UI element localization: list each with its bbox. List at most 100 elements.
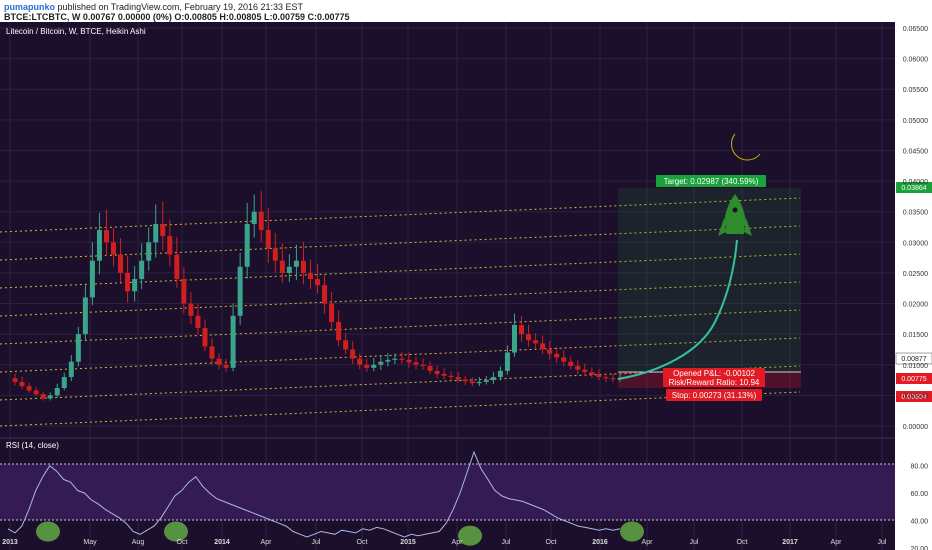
candle-body bbox=[293, 260, 299, 267]
channel-line bbox=[0, 225, 801, 261]
price-tag-last-text: 0.00775 bbox=[901, 376, 926, 383]
candle-body bbox=[19, 381, 25, 387]
rr-label-text: Risk/Reward Ratio: 10.94 bbox=[669, 378, 760, 387]
candle-body bbox=[561, 357, 567, 362]
candle-body bbox=[610, 378, 616, 380]
candle-body bbox=[413, 362, 419, 365]
candle-body bbox=[420, 364, 426, 366]
candle-body bbox=[230, 315, 236, 368]
candle-body bbox=[75, 334, 81, 362]
candle-body bbox=[533, 340, 539, 344]
candle-body bbox=[68, 361, 74, 378]
rsi-highlight-circle bbox=[458, 525, 482, 546]
candle-body bbox=[392, 358, 398, 360]
candle-body bbox=[603, 377, 609, 379]
candle-body bbox=[497, 370, 503, 378]
channel-line bbox=[0, 197, 801, 233]
price-axis bbox=[895, 22, 932, 550]
rocket-icon bbox=[718, 194, 752, 236]
rsi-band bbox=[0, 464, 895, 520]
y-tick-label: 0.02500 bbox=[903, 271, 928, 278]
y-tick-label: 0.00500 bbox=[903, 393, 928, 400]
candle-body bbox=[89, 260, 95, 298]
x-tick-label: 2014 bbox=[214, 539, 230, 546]
x-tick-label: 2017 bbox=[782, 539, 798, 546]
candle-body bbox=[195, 315, 201, 329]
y-tick-label: 0.05500 bbox=[903, 87, 928, 94]
candle-body bbox=[568, 361, 574, 366]
candle-body bbox=[371, 364, 377, 368]
stop-label: Stop: 0.00273 (31.13%) bbox=[666, 389, 762, 401]
candle-body bbox=[33, 390, 39, 395]
candle-body bbox=[300, 260, 306, 273]
y-tick-label: 0.03500 bbox=[903, 210, 928, 217]
x-tick-label: May bbox=[83, 539, 97, 546]
candle-body bbox=[462, 379, 468, 382]
candle-body bbox=[132, 279, 138, 292]
target-zone[interactable] bbox=[618, 188, 801, 372]
candle-body bbox=[455, 377, 461, 380]
y-tick-label: 0.03000 bbox=[903, 240, 928, 247]
candle-body bbox=[153, 223, 159, 243]
price-tag-entry: 0.00877 bbox=[895, 352, 932, 365]
candle-body bbox=[504, 352, 510, 371]
candle-body bbox=[547, 349, 553, 354]
candle-body bbox=[103, 230, 109, 243]
pnl-label-text: Opened P&L: -0.00102 bbox=[673, 369, 755, 378]
y-tick-label: 0.04500 bbox=[903, 148, 928, 155]
candle-body bbox=[307, 272, 313, 280]
price-chart[interactable]: Target: 0.02987 (340.59%) Opened P&L: -0… bbox=[0, 22, 932, 550]
candle-body bbox=[174, 254, 180, 280]
candle-body bbox=[385, 359, 391, 362]
price-tag-target-text: 0.03864 bbox=[901, 185, 926, 192]
candle-body bbox=[237, 266, 243, 316]
candle-body bbox=[315, 279, 321, 286]
candle-body bbox=[54, 388, 60, 396]
rsi-tick-label: 80.00 bbox=[910, 464, 928, 471]
candle-body bbox=[61, 377, 67, 389]
candle-body bbox=[202, 328, 208, 347]
x-tick-label: 2015 bbox=[400, 539, 416, 546]
candle-body bbox=[336, 321, 342, 341]
candle-body bbox=[364, 364, 370, 368]
y-tick-label: 0.04000 bbox=[903, 179, 928, 186]
candle-body bbox=[82, 297, 88, 335]
rsi-tick-label: 60.00 bbox=[910, 491, 928, 498]
candle-body bbox=[540, 343, 546, 350]
candle-body bbox=[139, 260, 145, 280]
candle-body bbox=[441, 373, 447, 376]
candle-body bbox=[448, 375, 454, 378]
candle-body bbox=[160, 223, 166, 237]
candle-body bbox=[589, 372, 595, 375]
price-tag-stop-text: 0.00604 bbox=[901, 394, 926, 401]
candle-body bbox=[596, 374, 602, 378]
candle-body bbox=[40, 394, 46, 399]
author-link[interactable]: pumapunko bbox=[4, 2, 55, 12]
candle-body bbox=[26, 386, 32, 391]
y-tick-label: 0.06000 bbox=[903, 57, 928, 64]
rsi-tick-label: 40.00 bbox=[910, 519, 928, 526]
candle-body bbox=[511, 324, 517, 353]
ohlc-line: BTCE:LTCBTC, W 0.00767 0.00000 (0%) O:0.… bbox=[4, 12, 350, 22]
candle-body bbox=[146, 242, 152, 261]
chart-header: pumapunko published on TradingView.com, … bbox=[0, 0, 932, 22]
candle-body bbox=[554, 353, 560, 358]
candle-body bbox=[216, 358, 222, 365]
candle-body bbox=[350, 349, 356, 359]
x-tick-label: 2016 bbox=[592, 539, 608, 546]
candle-body bbox=[188, 303, 194, 316]
rsi-highlight-circle bbox=[164, 521, 188, 542]
symbol-label: Litecoin / Bitcoin, W, BTCE, Heikin Ashi bbox=[6, 27, 146, 36]
projection-arrow bbox=[617, 239, 738, 380]
publish-line: pumapunko published on TradingView.com, … bbox=[4, 2, 303, 12]
x-tick-label: Jul bbox=[502, 539, 511, 546]
x-tick-label: Jul bbox=[690, 539, 699, 546]
rsi-tick-label: 20.00 bbox=[910, 546, 928, 550]
crescent-moon-icon bbox=[731, 133, 761, 161]
channel-line bbox=[0, 391, 801, 427]
candle-body bbox=[343, 340, 349, 350]
candle-body bbox=[251, 211, 257, 224]
stop-label-text: Stop: 0.00273 (31.13%) bbox=[672, 391, 757, 400]
candle-body bbox=[357, 358, 363, 365]
publish-info: published on TradingView.com, February 1… bbox=[57, 2, 304, 12]
